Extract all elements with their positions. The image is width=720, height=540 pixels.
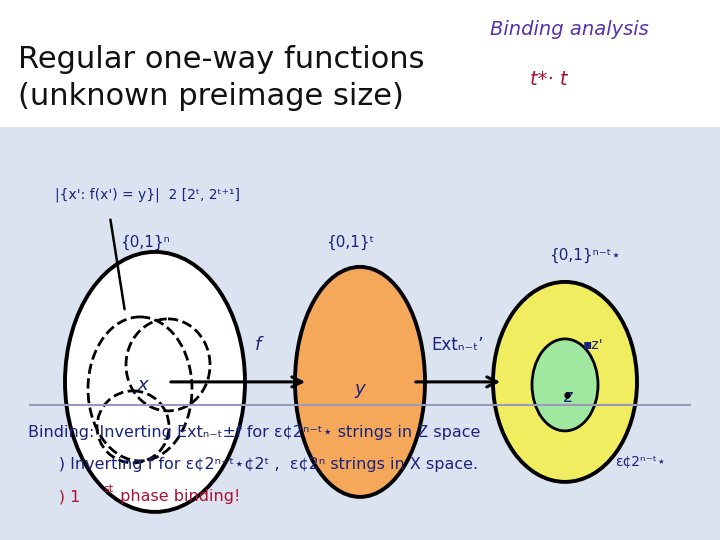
- Text: ) 1: ) 1: [28, 489, 81, 504]
- Text: x: x: [138, 376, 148, 394]
- Text: {0,1}ⁿ: {0,1}ⁿ: [120, 234, 170, 249]
- Bar: [0, 0, 720, 127]
- Text: y: y: [355, 380, 365, 398]
- Text: t*· t: t*· t: [530, 70, 567, 89]
- Text: Binding analysis: Binding analysis: [490, 20, 649, 39]
- Text: {0,1}ⁿ⁻ᵗ⋆: {0,1}ⁿ⁻ᵗ⋆: [549, 247, 621, 262]
- Text: (unknown preimage size): (unknown preimage size): [18, 82, 404, 111]
- Text: Extₙ₋ₜ’: Extₙ₋ₜ’: [432, 336, 485, 354]
- Text: st: st: [103, 484, 113, 494]
- Text: Regular one-way functions: Regular one-way functions: [18, 45, 425, 74]
- Ellipse shape: [493, 282, 637, 482]
- Text: ▪z': ▪z': [583, 338, 603, 352]
- Ellipse shape: [65, 252, 245, 512]
- Ellipse shape: [532, 339, 598, 431]
- Text: Binding: Inverting Extₙ₋ₜ±f for ε¢2ⁿ⁻ᵗ⋆ strings in Z space: Binding: Inverting Extₙ₋ₜ±f for ε¢2ⁿ⁻ᵗ⋆ …: [28, 426, 480, 441]
- Text: phase binding!: phase binding!: [115, 489, 240, 504]
- Text: z: z: [562, 388, 572, 406]
- Text: |{x': f(x') = y}|  2 [2ᵗ, 2ᵗ⁺¹]: |{x': f(x') = y}| 2 [2ᵗ, 2ᵗ⁺¹]: [55, 187, 240, 202]
- Text: {0,1}ᵗ: {0,1}ᵗ: [326, 234, 374, 249]
- Text: f: f: [255, 336, 261, 354]
- Text: ) Inverting f for ε¢2ⁿ⁻ᵗ⋆¢2ᵗ ,  ε¢2ⁿ strings in X space.: ) Inverting f for ε¢2ⁿ⁻ᵗ⋆¢2ᵗ , ε¢2ⁿ stri…: [28, 457, 478, 472]
- Text: ε¢2ⁿ⁻ᵗ⋆: ε¢2ⁿ⁻ᵗ⋆: [615, 455, 665, 469]
- Ellipse shape: [295, 267, 425, 497]
- Bar: [0, 127, 720, 540]
